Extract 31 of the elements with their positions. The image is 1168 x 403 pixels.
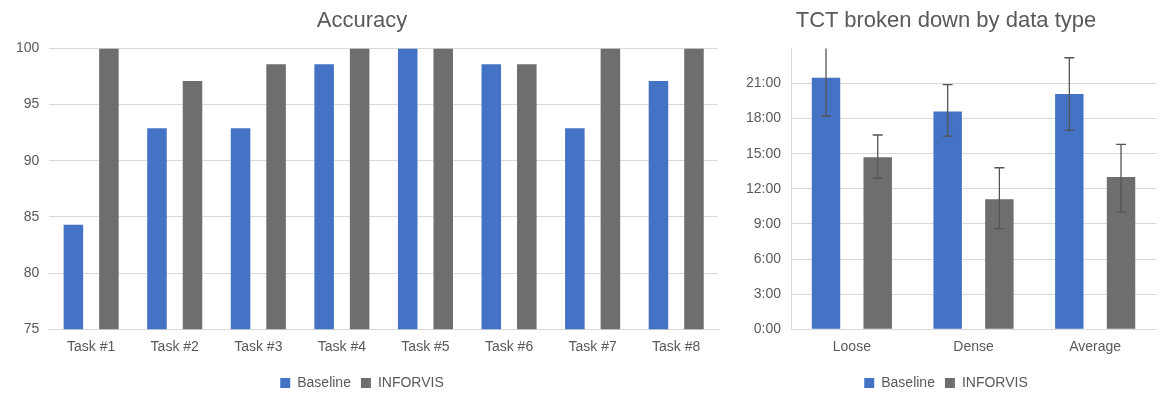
legend-label: INFORVIS — [377, 373, 444, 390]
y-tick-label: 15:00 — [745, 144, 782, 161]
y-tick-label: 3:00 — [753, 284, 782, 301]
legend-label: Baseline — [881, 373, 936, 390]
y-tick-label: 0:00 — [753, 320, 782, 337]
chart-title: Accuracy — [316, 7, 408, 33]
y-tick-label: 21:00 — [745, 74, 782, 91]
x-tick-label: Dense — [953, 338, 994, 355]
x-tick-label: Task #5 — [401, 338, 450, 355]
y-tick-label: 95 — [23, 95, 40, 112]
x-tick-label: Average — [1069, 338, 1122, 355]
y-tick-label: 80 — [23, 263, 40, 280]
y-tick-label: 6:00 — [753, 249, 782, 266]
y-tick-label: 75 — [23, 320, 40, 337]
x-tick-label: Task #1 — [67, 338, 116, 355]
y-tick-label: 90 — [23, 151, 40, 168]
y-tick-label: 12:00 — [745, 179, 782, 196]
x-tick-label: Task #4 — [317, 338, 367, 355]
legend-label: Baseline — [297, 373, 352, 390]
x-tick-label: Task #7 — [568, 338, 617, 355]
legend-label: INFORVIS — [961, 373, 1028, 390]
x-tick-label: Task #8 — [652, 338, 701, 355]
y-tick-label: 9:00 — [753, 214, 782, 231]
x-tick-label: Loose — [832, 338, 872, 355]
y-tick-label: 18:00 — [745, 109, 782, 126]
x-tick-label: Task #6 — [484, 338, 534, 355]
chart-title: TCT broken down by data type — [795, 7, 1097, 33]
x-tick-label: Task #3 — [234, 338, 283, 355]
y-tick-label: 85 — [23, 207, 40, 224]
x-tick-label: Task #2 — [150, 338, 200, 355]
y-tick-label: 100 — [16, 39, 40, 56]
